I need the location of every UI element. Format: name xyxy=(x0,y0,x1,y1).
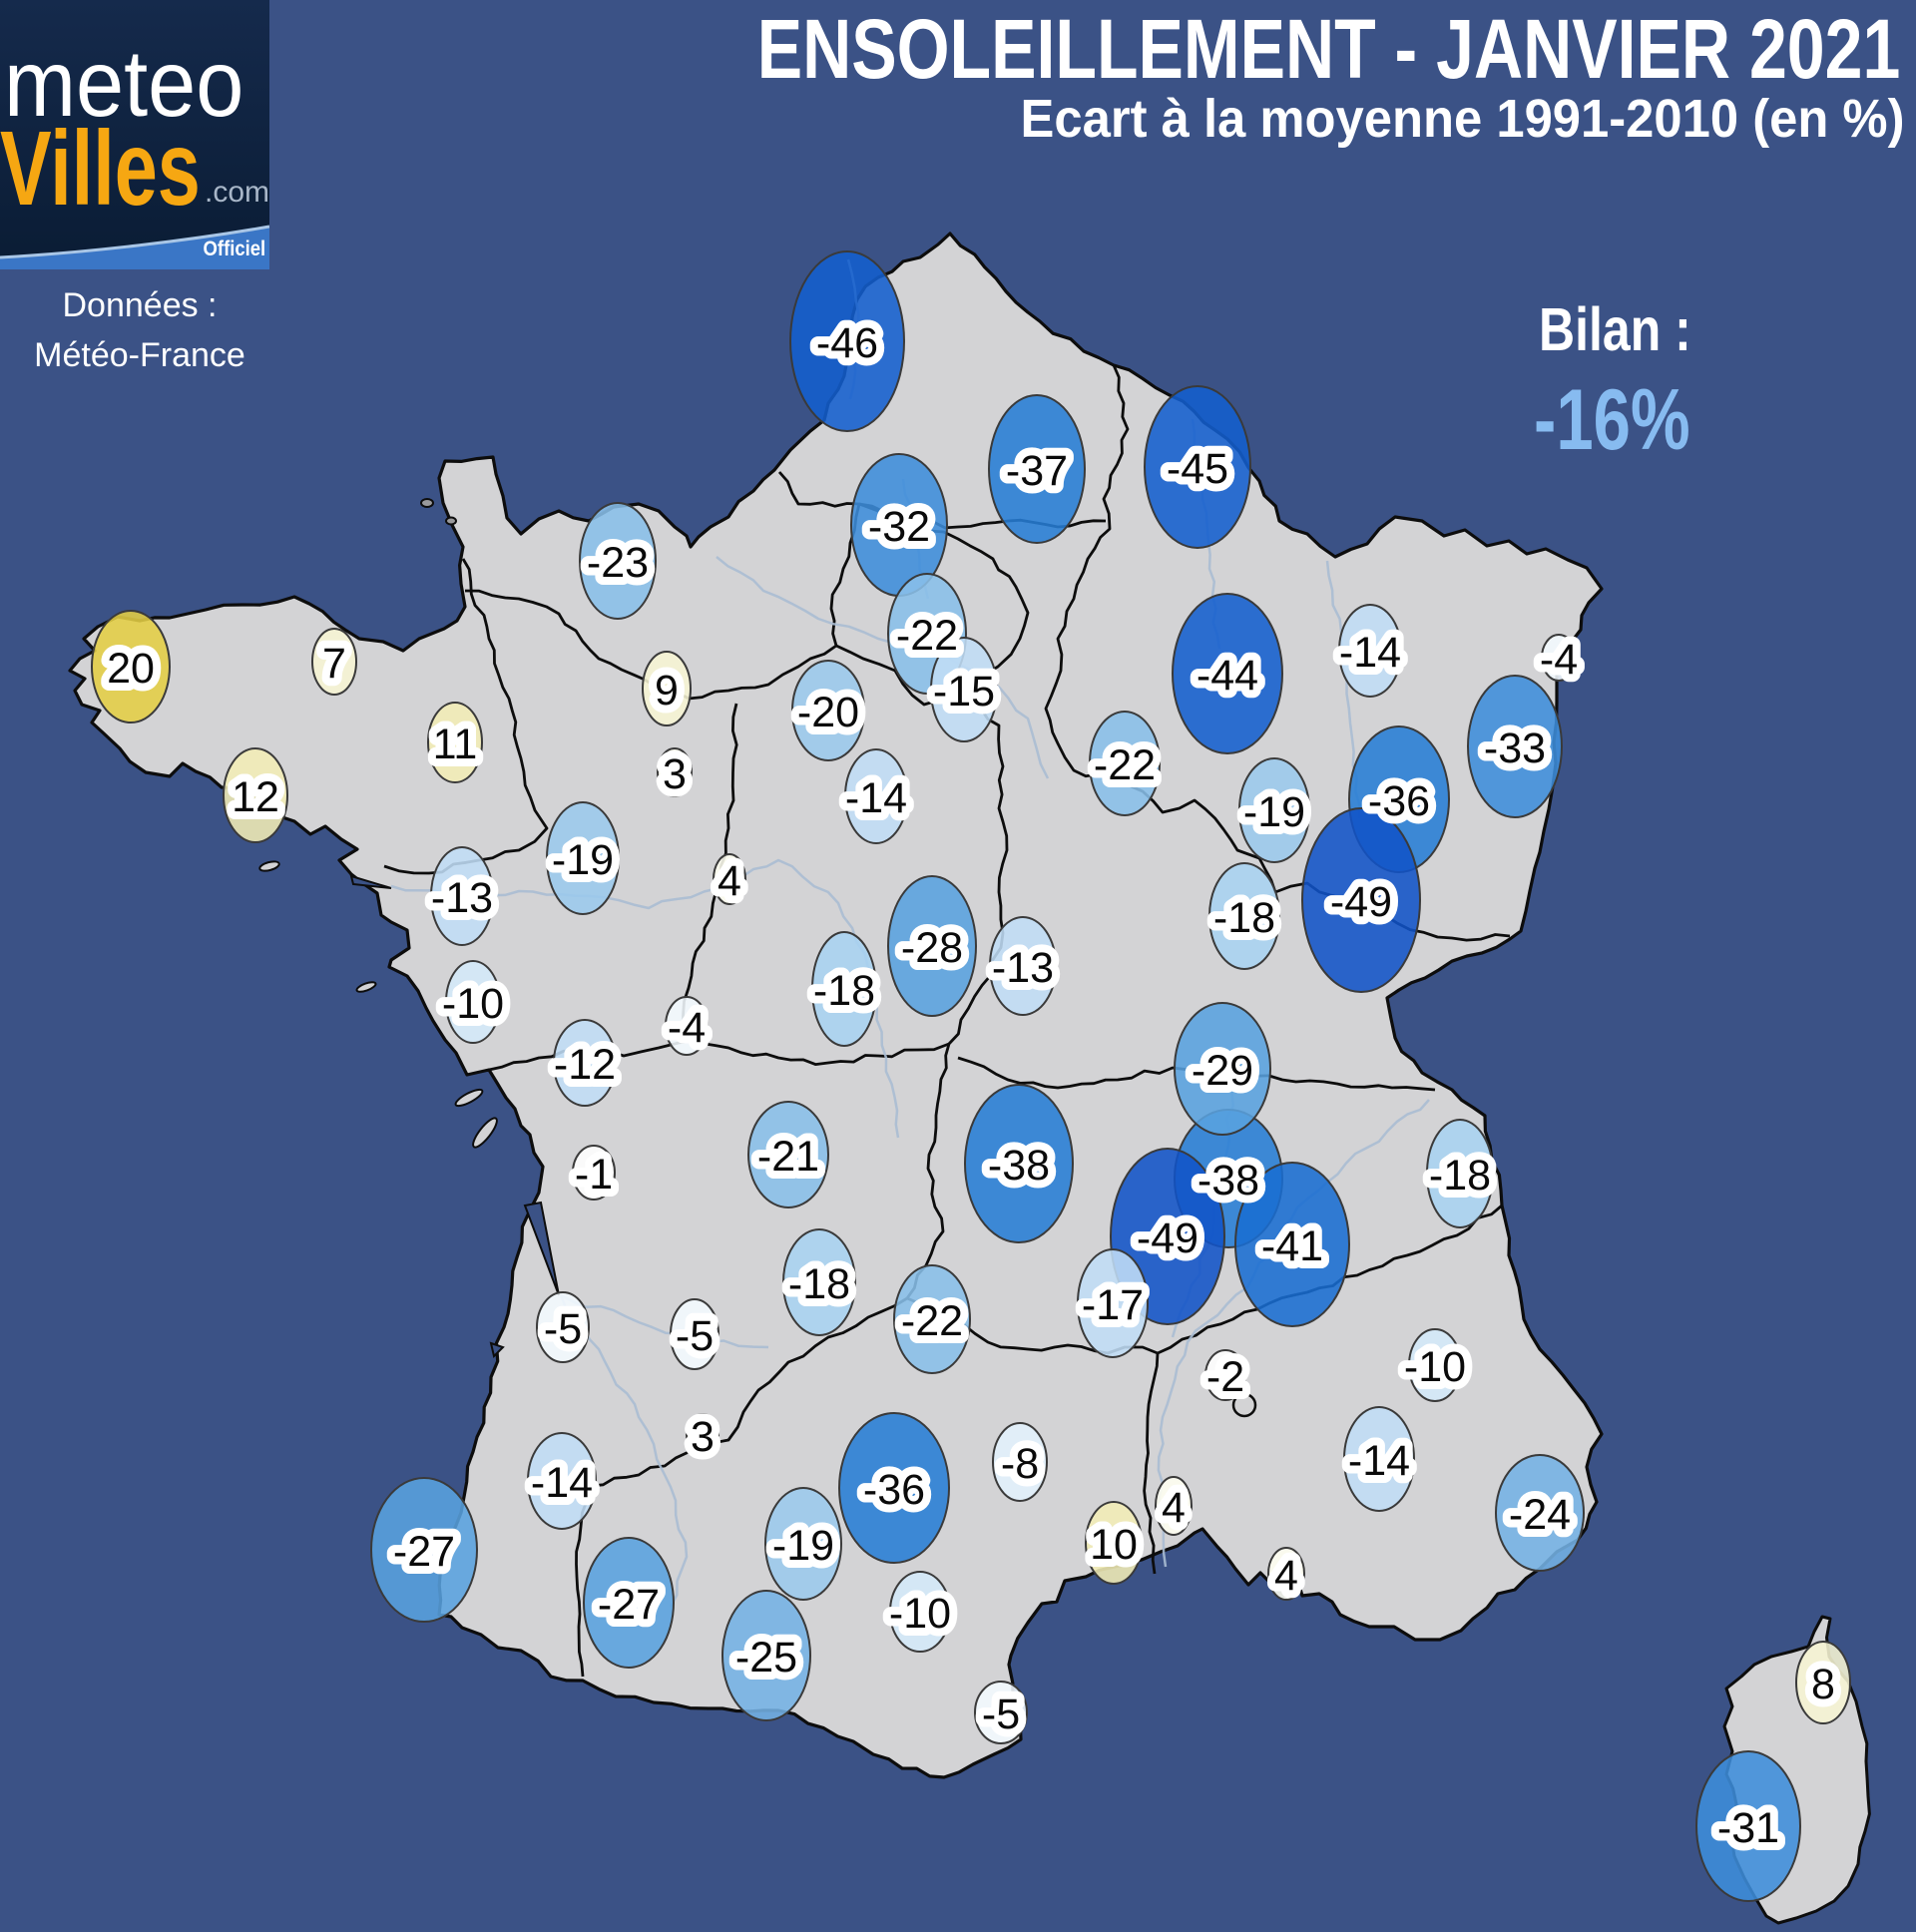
svg-text:-22: -22 xyxy=(901,1297,963,1345)
svg-text:-49: -49 xyxy=(1137,1214,1198,1262)
svg-text:-22: -22 xyxy=(896,612,958,660)
svg-text:-44: -44 xyxy=(1197,652,1258,700)
svg-text:-23: -23 xyxy=(587,539,649,587)
svg-text:8: 8 xyxy=(1811,1661,1835,1708)
svg-text:-22: -22 xyxy=(1094,741,1156,789)
svg-text:-10: -10 xyxy=(442,980,504,1028)
svg-text:7: 7 xyxy=(322,640,346,688)
svg-text:-2: -2 xyxy=(1206,1353,1244,1401)
svg-text:-31: -31 xyxy=(1717,1804,1779,1852)
svg-text:-36: -36 xyxy=(1368,777,1430,825)
svg-text:-49: -49 xyxy=(1330,878,1392,926)
svg-text:-5: -5 xyxy=(982,1690,1020,1738)
svg-text:-24: -24 xyxy=(1509,1491,1571,1539)
svg-text:-20: -20 xyxy=(797,689,859,736)
svg-text:-27: -27 xyxy=(598,1581,660,1629)
svg-text:-28: -28 xyxy=(901,924,963,972)
svg-text:-14: -14 xyxy=(531,1459,593,1507)
svg-text:-37: -37 xyxy=(1006,447,1068,495)
svg-text:-19: -19 xyxy=(1243,788,1305,836)
svg-text:-14: -14 xyxy=(1339,629,1401,677)
svg-text:3: 3 xyxy=(691,1413,715,1461)
svg-text:4: 4 xyxy=(1274,1552,1298,1600)
svg-text:12: 12 xyxy=(232,773,279,821)
svg-text:-19: -19 xyxy=(772,1522,834,1570)
svg-text:-25: -25 xyxy=(735,1634,797,1682)
svg-text:-10: -10 xyxy=(889,1590,951,1638)
svg-text:-13: -13 xyxy=(431,874,493,922)
svg-text:20: 20 xyxy=(107,645,155,693)
svg-text:-29: -29 xyxy=(1192,1047,1253,1095)
svg-text:-18: -18 xyxy=(788,1260,850,1308)
svg-text:-5: -5 xyxy=(544,1305,582,1353)
svg-text:-5: -5 xyxy=(676,1312,714,1360)
svg-text:-15: -15 xyxy=(933,668,995,716)
svg-text:-38: -38 xyxy=(988,1142,1050,1190)
svg-text:3: 3 xyxy=(663,750,687,798)
svg-text:-46: -46 xyxy=(816,319,878,367)
svg-text:-32: -32 xyxy=(868,503,930,551)
svg-text:-36: -36 xyxy=(863,1466,925,1514)
svg-text:-10: -10 xyxy=(1404,1343,1466,1391)
svg-text:-1: -1 xyxy=(575,1151,613,1199)
svg-text:-18: -18 xyxy=(1429,1152,1491,1200)
svg-text:-38: -38 xyxy=(1198,1157,1259,1205)
svg-text:-19: -19 xyxy=(552,836,614,884)
svg-text:-45: -45 xyxy=(1167,445,1228,493)
svg-text:-8: -8 xyxy=(1001,1440,1039,1488)
svg-text:-18: -18 xyxy=(1213,894,1275,942)
svg-text:9: 9 xyxy=(655,667,679,715)
svg-text:-21: -21 xyxy=(757,1133,819,1181)
svg-text:11: 11 xyxy=(433,721,478,768)
svg-text:-4: -4 xyxy=(1540,636,1578,684)
svg-text:4: 4 xyxy=(1162,1484,1186,1532)
svg-text:4: 4 xyxy=(718,857,741,905)
svg-text:10: 10 xyxy=(1090,1521,1138,1569)
svg-text:-14: -14 xyxy=(845,774,907,822)
svg-text:-4: -4 xyxy=(668,1004,706,1052)
svg-text:-27: -27 xyxy=(393,1528,455,1576)
svg-text:-33: -33 xyxy=(1484,724,1546,772)
svg-text:-17: -17 xyxy=(1082,1281,1144,1329)
svg-text:-41: -41 xyxy=(1261,1222,1323,1270)
svg-text:-13: -13 xyxy=(992,944,1054,992)
svg-text:-18: -18 xyxy=(813,967,875,1015)
svg-text:-12: -12 xyxy=(554,1041,616,1089)
svg-text:-14: -14 xyxy=(1348,1437,1410,1485)
